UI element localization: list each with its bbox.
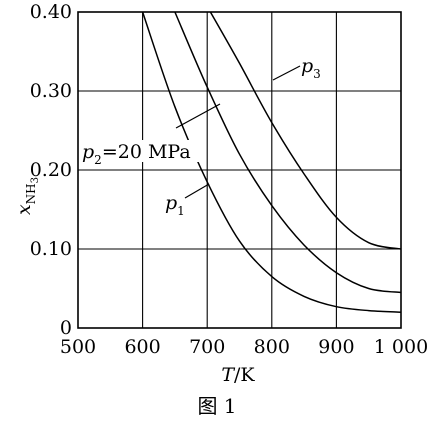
y-tick-label: 0.30 — [30, 80, 72, 102]
series-label-p1: p1 — [165, 183, 210, 218]
p1-var: p — [165, 192, 177, 214]
y-tick-label: 0.10 — [30, 238, 72, 260]
x-tick-labels: 500 600 700 800 900 1 000 — [60, 336, 428, 358]
curves — [141, 11, 402, 313]
x-axis-label: T/K — [221, 364, 255, 386]
series-line-p2 — [174, 11, 402, 294]
x-axis-var: T — [221, 364, 235, 386]
p1-sub: 1 — [177, 204, 185, 218]
svg-text:p1: p1 — [165, 192, 185, 218]
y-axis-sub: NH — [24, 183, 38, 204]
p3-var: p — [301, 55, 313, 77]
p3-sub: 3 — [313, 67, 321, 81]
grid — [78, 12, 401, 328]
y-tick-label: 0.20 — [30, 159, 72, 181]
x-tick-label: 1 000 — [374, 336, 428, 358]
y-axis-var: x — [13, 204, 35, 215]
x-tick-label: 600 — [124, 336, 160, 358]
plot-frame — [77, 11, 402, 329]
y-axis-label: xNH3 — [13, 177, 41, 215]
y-tick-labels: 0 0.10 0.20 0.30 0.40 — [30, 1, 72, 339]
p2-sub: 2 — [94, 153, 102, 167]
y-axis-sub-num: 3 — [30, 177, 41, 183]
p2-var: p — [82, 141, 94, 163]
x-tick-label: 500 — [60, 336, 96, 358]
series-label-p3: p3 — [272, 55, 321, 81]
y-tick-label: 0.40 — [30, 1, 72, 23]
figure-caption: 图 1 — [197, 394, 236, 418]
x-tick-label: 800 — [254, 336, 290, 358]
series-line-p3 — [209, 11, 402, 250]
x-tick-label: 900 — [318, 336, 354, 358]
series-label-p2: p2=20 MPa — [80, 103, 221, 167]
y-tick-label: 0 — [60, 317, 72, 339]
x-tick-label: 700 — [189, 336, 225, 358]
x-axis-unit: /K — [234, 364, 255, 386]
svg-text:p3: p3 — [301, 55, 321, 81]
series-line-p1 — [141, 11, 402, 313]
p2-value: =20 MPa — [102, 141, 191, 163]
svg-text:p2=20 MPa: p2=20 MPa — [82, 141, 191, 167]
